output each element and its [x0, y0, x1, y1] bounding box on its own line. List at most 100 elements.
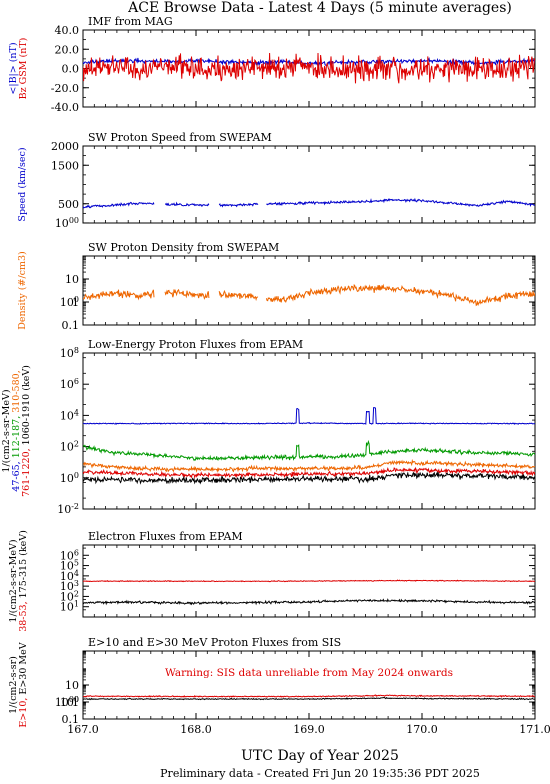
series-line-black [83, 696, 535, 701]
y-tick-label: 1 [72, 296, 79, 309]
figure-title: ACE Browse Data - Latest 4 Days (5 minut… [127, 0, 512, 16]
series-line-red [83, 579, 535, 583]
y-axis-label-line: Density (#/cm3) [17, 251, 28, 329]
y-axis-label-line: 761-1220, 1060-1910 (keV) [21, 365, 32, 497]
series-group [83, 283, 535, 307]
panel-3: Low-Energy Proton Fluxes from EPAM 10-2 10… [1, 338, 536, 516]
y-ticks: -40.0 -20.0 0.0 20.0 40.0 [51, 24, 535, 114]
y-tick-label: -40.0 [51, 101, 79, 114]
panel-frame [82, 145, 536, 224]
x-ticks [82, 256, 536, 325]
y-tick-label: 10 [65, 679, 79, 692]
y-tick-label: 1000 [55, 695, 79, 709]
y-tick-label: 108 [60, 346, 79, 360]
series-line-blue [83, 407, 535, 425]
x-ticks: 167.0 168.0 169.0 170.0 171.0 [67, 651, 550, 736]
y-tick-label: 0.0 [62, 63, 80, 76]
y-tick-label: 0.1 [62, 319, 80, 332]
series-line-green [83, 439, 535, 462]
y-ticks: 0.1 1 10 100 [60, 256, 535, 332]
y-axis-label: Speed (km/sec) [17, 147, 28, 221]
y-axis-label-line: 1/(cm2-s-sr) [8, 656, 19, 714]
y-tick-label: 2000 [51, 140, 79, 153]
x-tick-label: 169.0 [293, 723, 325, 736]
series-group [83, 197, 535, 209]
panel-title: SW Proton Speed from SWEPAM [88, 131, 272, 144]
series-line-blue [83, 197, 535, 209]
panel-2: SW Proton Density from SWEPAM 0.1 1 10 100 De… [17, 241, 536, 332]
series-group [83, 407, 535, 485]
series-line-red [83, 466, 535, 479]
y-tick-label: 20.0 [55, 43, 80, 56]
y-tick-label: 104 [60, 408, 79, 422]
panel-title: Low-Energy Proton Fluxes from EPAM [88, 338, 303, 351]
y-tick-label: 105 [60, 559, 79, 573]
y-tick-label: 40.0 [55, 24, 80, 37]
panel-annotation: Warning: SIS data unreliable from May 20… [165, 667, 453, 679]
panel-title: Electron Fluxes from EPAM [88, 530, 243, 543]
series-line-red [83, 694, 535, 698]
series-group [83, 694, 535, 701]
series-line-blue [83, 56, 535, 67]
x-ticks [82, 146, 536, 223]
y-axis-label-line: E>10, E>30 MeV [18, 642, 29, 727]
y-axis-label-line: 47-65, 112-187, 310-580, [11, 370, 22, 491]
y-axis-label: Density (#/cm3) [17, 251, 28, 329]
series-group [83, 579, 535, 606]
x-tick-label: 171.0 [519, 723, 550, 736]
y-axis-label-line: 1/(cm2-s-sr-MeV) [8, 539, 19, 622]
y-axis-label: <|B|> (nT) Bz GSM (nT) [8, 38, 29, 100]
panel-frame [82, 352, 536, 510]
y-tick-label: 0.1 [62, 713, 80, 726]
x-tick-label: 167.0 [67, 723, 99, 736]
y-axis-label-line: 38-53, 175-315 (keV) [18, 530, 29, 632]
y-axis-label: 1/(cm2-s-sr-MeV) 38-53, 175-315 (keV) [8, 530, 29, 632]
panel-0: IMF from MAG -40.0 -20.0 0.0 20.0 40.0 <|B|> (… [8, 15, 536, 114]
y-tick-label: 1000 [55, 216, 79, 230]
y-tick-label: 10 [65, 273, 79, 286]
y-tick-label: 500 [58, 198, 79, 211]
x-ticks [82, 353, 536, 509]
x-ticks [82, 545, 536, 617]
series-line-orange [83, 458, 535, 473]
y-tick-label: 1500 [51, 159, 79, 172]
panel-4: Electron Fluxes from EPAM 101102103104105… [8, 530, 536, 632]
series-line-red [83, 52, 535, 84]
y-axis-label-line: 1/(cm2-s-sr-MeV) [1, 389, 12, 472]
y-tick-label: 100 [60, 295, 79, 309]
y-axis-label-line: <|B|> (nT) [8, 42, 19, 94]
y-tick-label: 100 [60, 471, 79, 485]
panel-title: SW Proton Density from SWEPAM [88, 241, 279, 254]
series-group [83, 52, 535, 84]
y-tick-label: 100 [60, 695, 79, 709]
y-tick-label: 101 [60, 600, 79, 614]
y-tick-label: 106 [60, 377, 79, 391]
y-ticks: 500 1000 1500 2000 [51, 140, 535, 230]
y-tick-label: 104 [60, 569, 79, 583]
series-line-orange [83, 283, 535, 307]
panels: IMF from MAG -40.0 -20.0 0.0 20.0 40.0 <|B|> (… [1, 15, 550, 736]
y-tick-label: -20.0 [51, 82, 79, 95]
footer-text: Preliminary data - Created Fri Jun 20 19… [160, 767, 480, 780]
x-axis-label: UTC Day of Year 2025 [241, 748, 399, 764]
panel-title: IMF from MAG [88, 15, 173, 28]
panel-frame [82, 255, 536, 326]
panel-frame [82, 650, 536, 720]
y-tick-label: 102 [60, 589, 79, 603]
y-tick-label: 102 [60, 440, 79, 454]
y-axis-label: 1/(cm2-s-sr) E>10, E>30 MeV [8, 642, 29, 727]
panel-1: SW Proton Speed from SWEPAM 500 1000 1500 20… [17, 131, 536, 230]
y-axis-label-line: Bz GSM (nT) [18, 38, 29, 100]
y-tick-label: 1 [72, 696, 79, 709]
y-axis-label-line: Speed (km/sec) [17, 147, 28, 221]
series-line-black [83, 471, 535, 485]
x-tick-label: 170.0 [406, 723, 438, 736]
x-ticks [82, 30, 536, 107]
y-tick-label: 10-2 [57, 502, 79, 516]
y-tick-label: 103 [60, 579, 79, 593]
panel-5: E>10 and E>30 MeV Proton Fluxes from SIS… [8, 636, 550, 736]
